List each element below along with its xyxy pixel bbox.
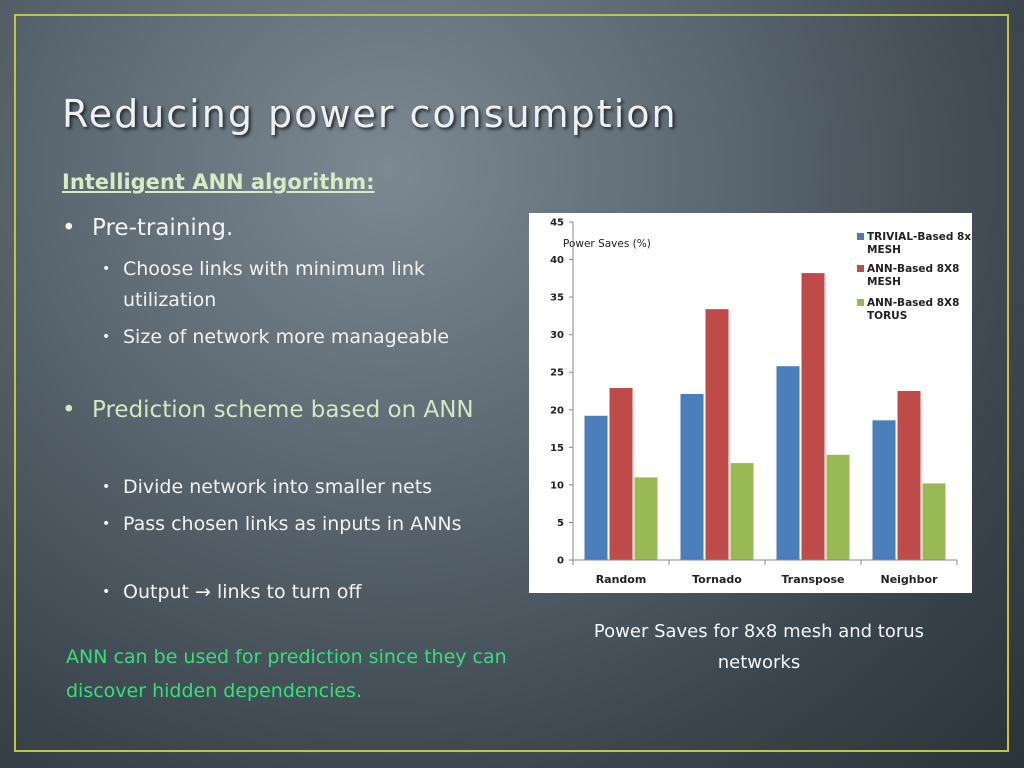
bullet-icon: • — [102, 261, 111, 277]
bullet-icon: • — [102, 584, 111, 600]
subbullet-text: Choose links with minimum link utilizati… — [123, 258, 425, 311]
x-tick-label-tornado: Tornado — [692, 573, 742, 586]
y-tick-label: 35 — [550, 293, 564, 304]
subbullet-network-size: • Size of network more manageable — [102, 322, 492, 353]
bar-neighbor-series-1 — [872, 420, 896, 560]
x-tick-label-neighbor: Neighbor — [881, 573, 939, 586]
x-tick-label-random: Random — [596, 573, 647, 586]
bar-tornado-series-1 — [680, 394, 704, 560]
bullet-pretraining: • Pre-training. — [62, 212, 502, 245]
subbullet-text: Pass chosen links as inputs in ANNs — [123, 513, 462, 535]
bar-random-series-1 — [584, 415, 608, 560]
y-tick-label: 45 — [550, 218, 564, 229]
subbullet-output: • Output → links to turn off — [102, 577, 492, 608]
bullet-text: Pre-training. — [92, 215, 234, 241]
y-tick-label: 25 — [550, 368, 564, 379]
slide-frame — [14, 14, 1009, 752]
legend-label-2: ANN-Based 8X8 MESH — [867, 263, 959, 288]
legend-swatch-3 — [857, 299, 864, 306]
y-tick-label: 10 — [550, 480, 564, 491]
legend-label-3: ANN-Based 8X8 TORUS — [867, 297, 959, 322]
y-tick-label: 30 — [550, 330, 564, 341]
bullet-icon: • — [102, 516, 111, 532]
subbullet-text: Size of network more manageable — [123, 326, 450, 348]
bullet-icon: • — [62, 215, 76, 241]
subbullet-text: Output → links to turn off — [123, 581, 362, 603]
callout-text: ANN can be used for prediction since the… — [66, 646, 507, 702]
bar-random-series-2 — [609, 387, 633, 560]
bar-random-series-3 — [634, 477, 658, 560]
y-tick-label: 15 — [550, 443, 564, 454]
bullet-text: Prediction scheme based on ANN — [92, 397, 474, 423]
legend-swatch-1 — [857, 233, 864, 240]
bullet-icon: • — [102, 479, 111, 495]
bullet-icon: • — [102, 329, 111, 345]
subheading: Intelligent ANN algorithm: — [62, 170, 375, 194]
bar-tornado-series-3 — [730, 463, 754, 560]
x-tick-label-transpose: Transpose — [782, 573, 845, 586]
slide-title: Reducing power consumption — [62, 92, 678, 136]
y-tick-label: 20 — [550, 405, 564, 416]
legend-label-1: TRIVIAL-Based 8x8 MESH — [867, 231, 972, 256]
y-tick-label: 40 — [550, 255, 564, 266]
power-saves-chart: Power Saves (%) 0 5 10 15 20 25 30 35 40 45 Rando… — [550, 218, 978, 587]
chart-panel: Power Saves (%) 0 5 10 15 20 25 30 35 40 45 Rando… — [529, 213, 978, 593]
subbullet-divide-network: • Divide network into smaller nets — [102, 472, 492, 503]
bar-transpose-series-2 — [801, 273, 825, 560]
bar-neighbor-series-2 — [897, 391, 921, 560]
subbullet-text: Divide network into smaller nets — [123, 476, 433, 498]
y-tick-label: 5 — [557, 518, 564, 529]
y-tick-label: 0 — [557, 556, 564, 567]
subbullet-choose-links: • Choose links with minimum link utiliza… — [102, 254, 492, 316]
bullet-icon: • — [62, 397, 76, 423]
chart-title: Power Saves (%) — [563, 238, 651, 250]
subbullet-pass-links: • Pass chosen links as inputs in ANNs — [102, 509, 492, 540]
chart-caption: Power Saves for 8x8 mesh and torus netwo… — [593, 621, 925, 673]
legend-swatch-2 — [857, 265, 864, 272]
bullet-prediction: • Prediction scheme based on ANN — [62, 394, 502, 427]
bar-neighbor-series-3 — [922, 483, 946, 560]
bar-transpose-series-3 — [826, 454, 850, 560]
bar-transpose-series-1 — [776, 366, 800, 560]
bar-tornado-series-2 — [705, 309, 729, 560]
